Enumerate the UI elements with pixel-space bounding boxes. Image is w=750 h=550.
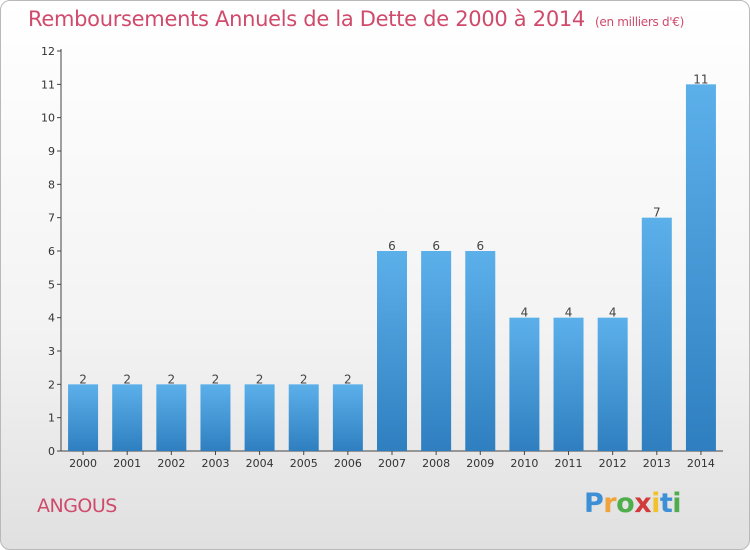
data-label: 2 <box>79 372 87 386</box>
data-label: 7 <box>653 206 661 220</box>
data-label: 2 <box>344 372 352 386</box>
value-labels: 2 2 2 2 2 2 2 6 6 6 4 4 4 7 11 <box>79 72 708 386</box>
y-tick-label: 10 <box>41 112 55 125</box>
x-tick-label: 2004 <box>246 457 274 470</box>
data-label: 11 <box>693 72 708 86</box>
y-tick-label: 11 <box>41 78 55 91</box>
data-label: 2 <box>300 372 308 386</box>
y-tick-label: 7 <box>48 212 55 225</box>
chart-title: Remboursements Annuels de la Dette de 20… <box>28 7 684 31</box>
data-label: 6 <box>388 239 396 253</box>
x-tick-label: 2012 <box>599 457 627 470</box>
data-label: 4 <box>521 306 529 320</box>
x-tick-label: 2003 <box>201 457 229 470</box>
data-label: 2 <box>168 372 176 386</box>
data-label: 2 <box>212 372 220 386</box>
data-label: 4 <box>609 306 617 320</box>
logo-letter: i <box>672 488 682 519</box>
y-tick-label: 4 <box>48 312 55 325</box>
y-tick-label: 6 <box>48 245 55 258</box>
data-label: 2 <box>123 372 131 386</box>
bar <box>244 384 275 451</box>
bar <box>156 384 187 451</box>
x-tick-label: 2013 <box>643 457 671 470</box>
bar <box>68 384 99 451</box>
x-tick-label: 2001 <box>113 457 141 470</box>
bar <box>332 384 363 451</box>
y-tick-label: 2 <box>48 378 55 391</box>
bar <box>200 384 231 451</box>
bar <box>377 251 407 451</box>
x-tick-label: 2008 <box>422 457 450 470</box>
bars <box>68 84 716 451</box>
logo-letter: P <box>584 488 604 519</box>
data-label: 6 <box>432 239 440 253</box>
data-label: 4 <box>565 306 573 320</box>
x-tick-label: 2002 <box>157 457 185 470</box>
x-tick-label: 2009 <box>466 457 494 470</box>
bar <box>641 217 672 451</box>
bar <box>509 317 540 451</box>
x-tick-label: 2010 <box>510 457 538 470</box>
bar <box>553 317 584 451</box>
bar <box>288 384 319 451</box>
x-tick-label: 2011 <box>555 457 583 470</box>
x-tick-label: 2007 <box>378 457 406 470</box>
x-tick-label: 2006 <box>334 457 362 470</box>
x-tick-label: 2000 <box>69 457 97 470</box>
y-tick-label: 0 <box>48 445 55 458</box>
data-label: 2 <box>256 372 264 386</box>
y-tick-label: 3 <box>48 345 55 358</box>
logo-letter: i <box>651 488 660 519</box>
chart-title-text: Remboursements Annuels de la Dette de 20… <box>28 7 585 31</box>
logo-letter: r <box>603 488 617 519</box>
logo-letter: o <box>616 488 635 519</box>
logo-letter: t <box>659 488 673 519</box>
bar <box>112 384 143 451</box>
chart-unit: (en milliers d'€) <box>595 15 685 29</box>
y-tick-label: 5 <box>48 278 55 291</box>
commune-name: ANGOUS <box>37 495 117 517</box>
y-tick-label: 1 <box>48 412 55 425</box>
proxiti-logo: Proxiti <box>584 488 682 519</box>
data-label: 6 <box>476 239 484 253</box>
y-tick-label: 8 <box>48 178 55 191</box>
y-tick-label: 9 <box>48 145 55 158</box>
x-tick-label: 2005 <box>290 457 318 470</box>
bar <box>465 251 496 451</box>
x-tick-label: 2014 <box>687 457 715 470</box>
bar <box>597 317 628 451</box>
logo-letter: x <box>634 488 652 519</box>
bar <box>685 84 716 451</box>
bar <box>421 251 452 451</box>
y-tick-label: 12 <box>41 45 55 58</box>
